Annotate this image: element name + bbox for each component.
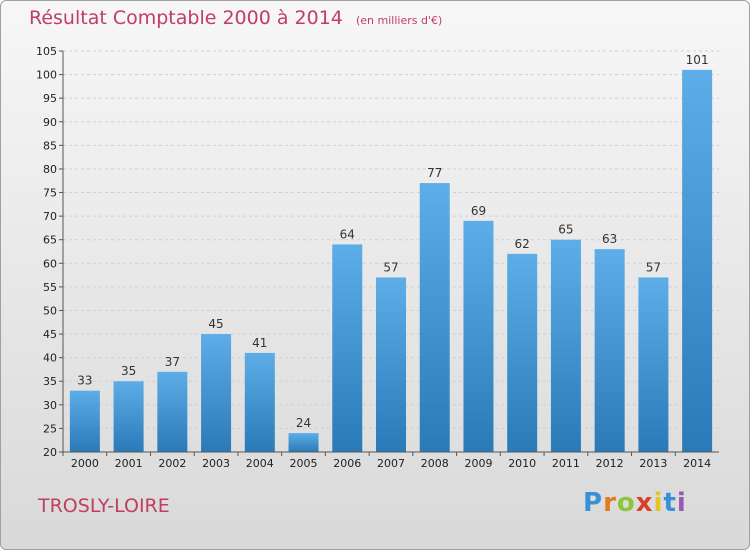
bar-2012	[594, 249, 625, 452]
x-tick-label: 2007	[377, 457, 405, 470]
title-row: Résultat Comptable 2000 à 2014 (en milli…	[29, 7, 442, 29]
x-tick-label: 2012	[596, 457, 624, 470]
bar-2008	[419, 183, 450, 452]
logo-letter: i	[653, 488, 664, 518]
y-tick-label: 30	[43, 399, 57, 412]
bar-2011	[550, 239, 581, 452]
y-tick-label: 85	[43, 139, 57, 152]
bar-2001	[113, 381, 144, 452]
y-tick-label: 105	[36, 45, 57, 58]
x-tick-label: 2011	[552, 457, 580, 470]
y-tick-label: 90	[43, 116, 57, 129]
y-tick-label: 20	[43, 446, 57, 459]
axes	[59, 50, 719, 456]
logo-letter: P	[583, 488, 604, 518]
bar-2004	[244, 352, 275, 452]
y-tick-label: 50	[43, 304, 57, 317]
value-label: 69	[471, 204, 486, 218]
chart-subtitle: (en milliers d'€)	[355, 14, 443, 27]
x-tick-label: 2000	[71, 457, 99, 470]
bars	[69, 69, 713, 452]
y-tick-label: 35	[43, 375, 57, 388]
labels: 20 25 30 35 40 45 50 55 60 65 70 75 80 85 90 95 100 105 33…	[36, 45, 711, 470]
value-label: 101	[686, 53, 709, 67]
x-tick-label: 2003	[202, 457, 230, 470]
x-tick-label: 2006	[333, 457, 361, 470]
value-label: 65	[558, 223, 573, 237]
x-tick-label: 2008	[421, 457, 449, 470]
logo-letter: x	[635, 488, 654, 518]
x-tick-label: 2001	[115, 457, 143, 470]
bar-2009	[463, 220, 494, 452]
value-label: 57	[646, 260, 661, 274]
value-label: 64	[340, 227, 355, 241]
y-tick-label: 100	[36, 69, 57, 82]
bar-2005	[288, 433, 319, 452]
chart-title: Résultat Comptable 2000 à 2014	[29, 7, 343, 29]
y-tick-label: 45	[43, 328, 57, 341]
value-label: 77	[427, 166, 442, 180]
x-tick-label: 2005	[290, 457, 318, 470]
place-name: TROSLY-LOIRE	[38, 495, 170, 517]
y-tick-label: 95	[43, 92, 57, 105]
value-label: 33	[77, 374, 92, 388]
x-tick-label: 2013	[639, 457, 667, 470]
y-tick-label: 60	[43, 257, 57, 270]
bar-2002	[157, 371, 188, 452]
x-tick-label: 2004	[246, 457, 274, 470]
value-label: 41	[252, 336, 267, 350]
y-tick-label: 25	[43, 422, 57, 435]
logo-letter: t	[663, 488, 677, 518]
y-tick-label: 75	[43, 187, 57, 200]
value-label: 57	[383, 260, 398, 274]
logo-letter: o	[616, 488, 636, 518]
bar-2007	[376, 277, 406, 452]
bar-2003	[201, 334, 232, 452]
value-label: 62	[515, 237, 530, 251]
proxiti-logo[interactable]: Proxiti	[583, 488, 687, 518]
logo-letter: r	[603, 488, 617, 518]
bar-2014	[682, 69, 713, 452]
bar-2010	[507, 253, 538, 452]
y-tick-label: 70	[43, 210, 57, 223]
y-tick-label: 80	[43, 163, 57, 176]
bar-2006	[332, 244, 363, 452]
x-tick-label: 2009	[464, 457, 492, 470]
value-label: 35	[121, 364, 136, 378]
value-label: 45	[208, 317, 223, 331]
y-tick-label: 40	[43, 352, 57, 365]
y-tick-label: 65	[43, 234, 57, 247]
bar-2013	[638, 277, 669, 452]
x-tick-label: 2014	[683, 457, 711, 470]
value-label: 63	[602, 232, 617, 246]
x-tick-label: 2010	[508, 457, 536, 470]
x-tick-label: 2002	[158, 457, 186, 470]
logo-letter: i	[676, 488, 687, 518]
y-tick-label: 55	[43, 281, 57, 294]
value-label: 24	[296, 416, 311, 430]
bar-2000	[69, 390, 100, 452]
value-label: 37	[165, 355, 180, 369]
